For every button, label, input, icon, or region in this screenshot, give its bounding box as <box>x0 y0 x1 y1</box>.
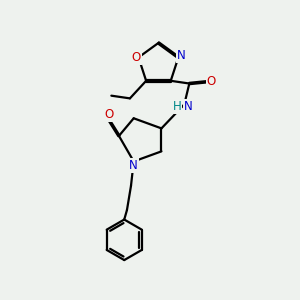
Text: H: H <box>172 100 181 112</box>
Text: N: N <box>129 159 138 172</box>
Text: O: O <box>207 75 216 88</box>
Text: N: N <box>184 100 193 112</box>
Text: O: O <box>104 108 113 121</box>
Text: O: O <box>131 51 140 64</box>
Text: N: N <box>177 49 186 62</box>
